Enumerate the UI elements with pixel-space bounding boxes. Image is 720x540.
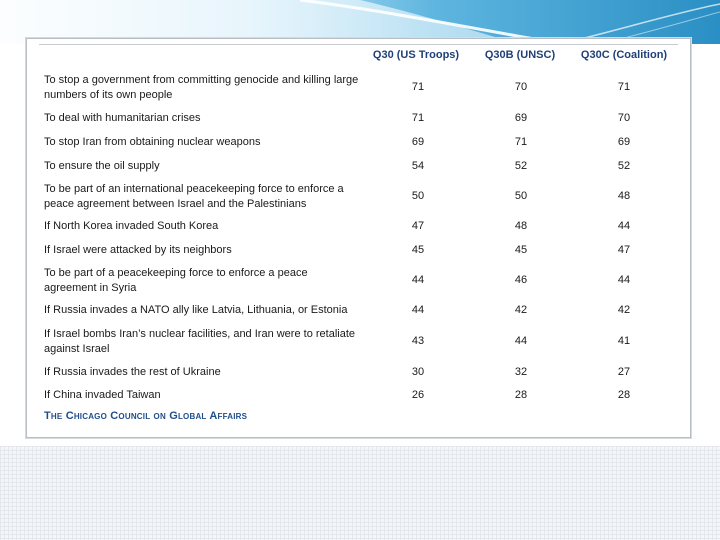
value-coalition: 44 [617,220,631,232]
banner-wave-graphic [0,0,720,44]
value-us-troops: 44 [411,304,425,316]
value-us-troops: 47 [411,220,425,232]
value-coalition: 42 [617,304,631,316]
value-us-troops: 43 [411,335,425,347]
value-unsc: 44 [514,335,528,347]
value-coalition: 44 [617,274,631,286]
value-us-troops: 71 [411,81,425,93]
top-divider [39,44,678,45]
decorative-banner [0,0,720,44]
value-unsc: 48 [514,220,528,232]
value-unsc: 46 [514,274,528,286]
value-coalition: 47 [617,244,631,256]
column-header-coalition: Q30C (Coalition) [580,49,668,61]
row-label: To be part of an international peacekeep… [44,183,344,210]
value-coalition: 71 [617,81,631,93]
value-us-troops: 54 [411,160,425,172]
row-label: To deal with humanitarian crises [44,112,201,124]
row-label: To stop a government from committing gen… [44,74,359,101]
value-unsc: 45 [514,244,528,256]
value-coalition: 69 [617,136,631,148]
source-attribution: The Chicago Council on Global Affairs [44,410,248,422]
value-unsc: 52 [514,160,528,172]
row-label: If Israel were attacked by its neighbors [44,244,232,256]
lower-background [0,446,720,540]
row-label: To ensure the oil supply [44,160,160,172]
value-unsc: 32 [514,366,528,378]
value-unsc: 42 [514,304,528,316]
value-coalition: 28 [617,389,631,401]
row-label: If Israel bombs Iran’s nuclear facilitie… [44,328,356,355]
row-label: To stop Iran from obtaining nuclear weap… [44,136,261,148]
value-us-troops: 50 [411,190,425,202]
value-unsc: 70 [514,81,528,93]
value-us-troops: 30 [411,366,425,378]
row-label: To be part of a peacekeeping force to en… [44,267,308,294]
value-unsc: 50 [514,190,528,202]
value-unsc: 69 [514,112,528,124]
value-us-troops: 45 [411,244,425,256]
value-unsc: 28 [514,389,528,401]
value-coalition: 27 [617,366,631,378]
column-header-unsc: Q30B (UNSC) [484,49,556,61]
value-us-troops: 69 [411,136,425,148]
value-us-troops: 26 [411,389,425,401]
value-coalition: 41 [617,335,631,347]
value-coalition: 70 [617,112,631,124]
survey-table-panel: Q30 (US Troops) Q30B (UNSC) Q30C (Coalit… [26,38,691,438]
value-us-troops: 44 [411,274,425,286]
row-label: If Russia invades a NATO ally like Latvi… [44,304,348,316]
value-us-troops: 71 [411,112,425,124]
row-label: If China invaded Taiwan [44,389,161,401]
column-header-us-troops: Q30 (US Troops) [372,49,460,61]
row-label: If North Korea invaded South Korea [44,220,219,232]
value-coalition: 48 [617,190,631,202]
value-coalition: 52 [617,160,631,172]
value-unsc: 71 [514,136,528,148]
row-label: If Russia invades the rest of Ukraine [44,366,221,378]
